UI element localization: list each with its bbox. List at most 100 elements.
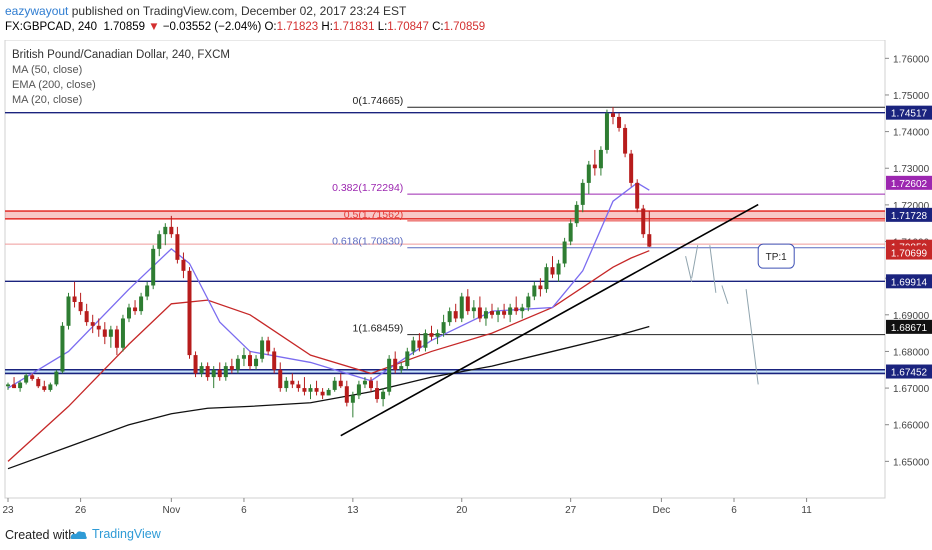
y-tick-label: 1.75000 xyxy=(893,91,930,102)
candle-body xyxy=(580,182,585,205)
candle-body xyxy=(338,380,343,387)
candle-body xyxy=(241,355,246,359)
projection-arrow xyxy=(745,289,759,385)
x-tick-label: 11 xyxy=(801,505,812,516)
candle-body xyxy=(532,285,537,297)
x-tick-label: Dec xyxy=(653,505,671,516)
candle-body xyxy=(453,311,458,319)
candle-body xyxy=(604,113,609,150)
candle-body xyxy=(296,384,301,389)
projection-arrow xyxy=(691,245,699,279)
candle-body xyxy=(66,296,71,326)
tradingview-label: TradingView xyxy=(92,527,161,541)
y-tick-label: 1.65000 xyxy=(893,457,930,468)
candle-body xyxy=(96,325,101,330)
price-tag-box xyxy=(886,105,932,120)
candle-body xyxy=(24,375,29,383)
series-line xyxy=(7,250,650,462)
candle-body xyxy=(127,307,131,319)
publish-line: eazywayout published on TradingView.com,… xyxy=(5,4,406,18)
candle-body xyxy=(393,358,398,370)
candle-body xyxy=(229,366,234,370)
price-tag-box xyxy=(886,319,932,334)
x-tick-label: Nov xyxy=(162,505,180,516)
indicator-lines xyxy=(7,182,650,470)
candles xyxy=(6,107,652,418)
y-tick-label: 1.76000 xyxy=(893,54,930,65)
candle-body xyxy=(72,296,77,302)
candle-body xyxy=(508,307,513,315)
cloud-icon xyxy=(70,531,87,539)
candle-body xyxy=(260,340,265,359)
candle-body xyxy=(314,388,319,392)
candle-body xyxy=(284,380,289,389)
candle-body xyxy=(477,307,482,319)
price-tag-label: 1.67452 xyxy=(891,368,928,379)
price-tag-box xyxy=(886,245,932,260)
price-axis[interactable]: 1.760001.750001.740001.730001.720001.710… xyxy=(885,54,932,468)
candle-body xyxy=(320,391,325,396)
candle-body xyxy=(151,248,156,286)
candle-body xyxy=(387,358,392,392)
x-tick-label: 23 xyxy=(2,505,14,516)
candle-body xyxy=(514,307,519,312)
y-tick-label: 1.72000 xyxy=(893,201,930,212)
low-label: L: xyxy=(377,21,388,33)
price-change: −0.03552 (−2.04%) xyxy=(162,21,262,33)
candle-body xyxy=(411,340,416,352)
candle-body xyxy=(490,311,494,315)
y-tick-label: 1.66000 xyxy=(893,421,930,432)
y-tick-label: 1.74000 xyxy=(893,128,930,139)
candle-body xyxy=(290,380,295,385)
author-link[interactable]: eazywayout xyxy=(5,4,69,18)
x-tick-label: 13 xyxy=(347,505,359,516)
legend-ma50[interactable]: MA (50, close) xyxy=(12,64,83,76)
candle-body xyxy=(199,366,204,374)
price-tag-box xyxy=(886,274,932,289)
fib-level-label: 0.618(1.70830) xyxy=(332,236,403,248)
tp-callout-box xyxy=(757,243,795,269)
y-tick-label: 1.69000 xyxy=(893,311,930,322)
candle-body xyxy=(12,384,17,389)
candle-body xyxy=(520,307,525,312)
high-label: H: xyxy=(321,21,333,33)
series-line xyxy=(7,182,650,389)
candle-body xyxy=(556,263,561,275)
candle-body xyxy=(133,307,138,312)
candle-body xyxy=(635,182,640,209)
candle-body xyxy=(169,226,174,235)
fib-retracement[interactable]: 0(1.74665) 0.382(1.72294) 0.5(1.71562) 0.61… xyxy=(332,95,885,336)
candle-body xyxy=(187,270,192,356)
candle-body xyxy=(205,366,210,378)
candle-body xyxy=(574,204,579,224)
candle-body xyxy=(526,296,531,308)
tradingview-brand[interactable]: TradingView xyxy=(70,527,161,541)
candle-body xyxy=(423,333,428,348)
price-chart[interactable]: 0(1.74665) 0.382(1.72294) 0.5(1.71562) 0.61… xyxy=(0,40,932,520)
open-label: O: xyxy=(264,21,277,33)
time-axis[interactable]: 23 26 Nov 6 13 20 27 Dec 6 11 xyxy=(2,498,812,516)
legend-ema200[interactable]: EMA (200, close) xyxy=(12,79,96,91)
candle-body xyxy=(447,311,452,323)
low-value: 1.70847 xyxy=(387,21,429,33)
down-arrow-icon: ▼ xyxy=(148,21,160,33)
candle-body xyxy=(308,388,313,392)
trendline xyxy=(340,203,759,437)
fib-level-label: 0.382(1.72294) xyxy=(332,182,403,194)
candle-body xyxy=(175,234,180,260)
x-tick-label: 20 xyxy=(456,505,468,516)
drawings[interactable]: TP:1 xyxy=(340,203,795,437)
price-tag-label: 1.70699 xyxy=(891,249,928,260)
candle-body xyxy=(344,386,349,403)
price-tag-box xyxy=(886,207,932,222)
candle-body xyxy=(145,285,150,297)
close-value: 1.70859 xyxy=(443,21,486,33)
candle-body xyxy=(429,333,434,337)
candle-body xyxy=(235,358,240,370)
x-tick-label: 6 xyxy=(731,505,737,516)
symbol-label: FX:GBPCAD, 240 xyxy=(5,21,98,33)
tp-callout-label: TP:1 xyxy=(766,252,788,263)
legend-ma20[interactable]: MA (20, close) xyxy=(12,94,83,106)
candle-body xyxy=(302,388,307,392)
resistance-zone-fill xyxy=(5,211,885,219)
